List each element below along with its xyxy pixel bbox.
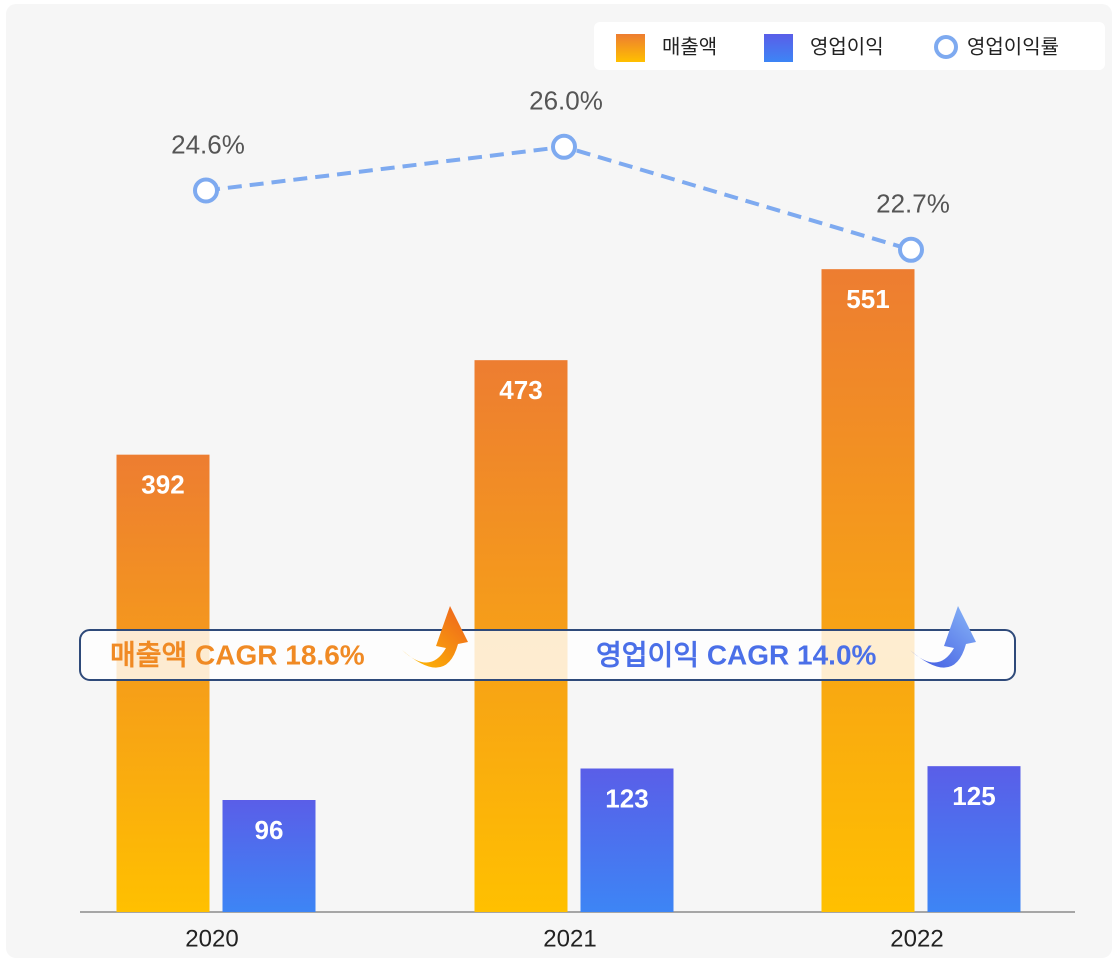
- legend-marker: [616, 34, 645, 62]
- bar: [927, 766, 1021, 912]
- line-point: [898, 236, 924, 263]
- x-tick-label: 2021: [543, 925, 596, 952]
- line-value-label: 24.6%: [171, 129, 245, 159]
- cagr-box: 매출액 CAGR 18.6% 영업이익 CAGR 14.0%: [79, 606, 1016, 681]
- legend-marker: [764, 34, 793, 62]
- bar-value-label: 392: [141, 470, 184, 500]
- line-value-label: 26.0%: [529, 86, 603, 116]
- bar: [116, 454, 210, 912]
- x-tick-label: 2020: [185, 925, 238, 952]
- legend-label: 영업이익률: [967, 35, 1059, 58]
- up-arrow: [910, 606, 976, 668]
- legend: [594, 22, 1105, 70]
- x-tick-label: 2022: [890, 925, 943, 952]
- bar-value-label: 96: [255, 815, 284, 845]
- line-point: [551, 133, 577, 160]
- up-arrow: [402, 606, 468, 668]
- bar: [580, 768, 674, 912]
- bar: [222, 800, 316, 912]
- bar-value-label: 473: [499, 375, 542, 405]
- bar-value-label: 123: [605, 783, 648, 813]
- legend-items: 매출액 영업이익 영업이익률: [616, 34, 1059, 62]
- line-point: [193, 177, 219, 204]
- cagr-frame: [79, 629, 1016, 681]
- legend-marker: [934, 35, 958, 59]
- cagr-label: 매출액 CAGR 18.6%: [110, 639, 365, 670]
- line-value-label: 22.7%: [876, 189, 950, 219]
- bar-value-label: 551: [846, 284, 889, 314]
- legend-label: 영업이익: [810, 35, 884, 58]
- bar: [821, 269, 915, 913]
- legend-label: 매출액: [662, 35, 717, 58]
- bar-value-label: 125: [952, 781, 995, 811]
- cagr-label: 영업이익 CAGR 14.0%: [596, 639, 877, 670]
